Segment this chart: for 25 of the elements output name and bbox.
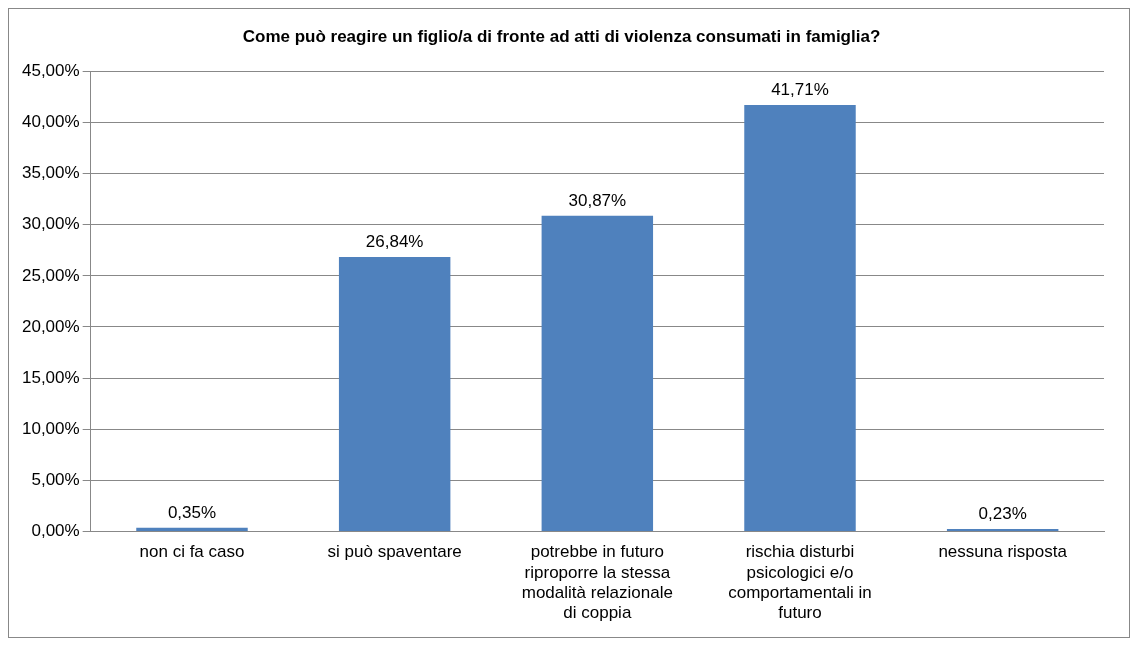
y-tick-label: 40,00%: [21, 112, 80, 132]
y-tick-label: 15,00%: [21, 367, 80, 387]
bar: [136, 527, 248, 531]
bar: [338, 257, 451, 531]
x-tick-label: potrebbe in futuro riproporre la stessa modalità relazionale di coppia: [521, 542, 673, 623]
y-tick-label: 10,00%: [21, 418, 80, 438]
y-tick-label: 35,00%: [21, 163, 80, 183]
x-tick-label: rischia disturbi psicologici e/o comportamentali in futuro: [728, 542, 872, 623]
y-tick-label: 0,00%: [31, 521, 80, 541]
y-tick-label: 20,00%: [21, 316, 80, 336]
y-tick-label: 45,00%: [21, 61, 80, 81]
data-label: 26,84%: [365, 232, 424, 252]
bar: [744, 105, 856, 531]
chart-title: Come può reagire un figlio/a di fronte ad atti di violenza consumati in famiglia?: [242, 26, 881, 46]
y-tick-label: 5,00%: [31, 469, 80, 489]
data-label: 30,87%: [568, 191, 627, 211]
bar: [541, 215, 654, 531]
data-label: 0,35%: [167, 503, 217, 523]
x-tick-label: si può spaventare: [327, 542, 462, 562]
data-label: 0,23%: [978, 504, 1027, 524]
y-tick-label: 30,00%: [21, 214, 80, 234]
y-tick-label: 25,00%: [21, 265, 80, 285]
data-label: 41,71%: [771, 80, 829, 100]
x-tick-label: nessuna risposta: [938, 542, 1068, 562]
x-tick-label: non ci fa caso: [139, 542, 245, 562]
